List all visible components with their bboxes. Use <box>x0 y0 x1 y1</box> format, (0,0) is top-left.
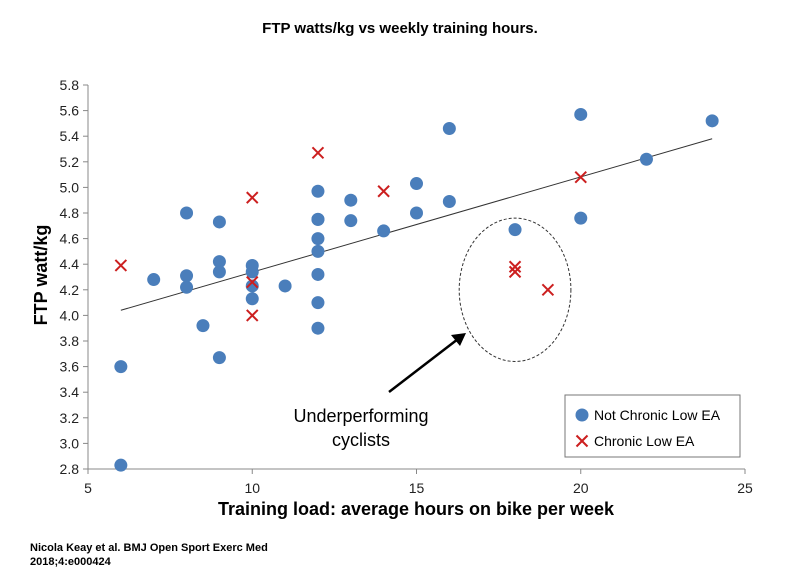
data-point-chronic-low-ea <box>311 146 325 160</box>
data-point-not-chronic-low-ea <box>196 319 210 333</box>
legend-label: Chronic Low EA <box>594 433 695 449</box>
legend-marker-chronic-low-ea <box>575 434 589 448</box>
y-tick-label: 5.4 <box>60 128 80 144</box>
data-point-not-chronic-low-ea <box>442 194 456 208</box>
data-point-chronic-low-ea <box>246 191 259 204</box>
data-point-not-chronic-low-ea <box>245 265 259 279</box>
data-point-not-chronic-low-ea <box>311 184 325 198</box>
data-point-not-chronic-low-ea <box>574 211 588 225</box>
data-point-not-chronic-low-ea <box>574 107 588 121</box>
data-point-chronic-low-ea <box>377 185 390 198</box>
y-tick-label: 4.0 <box>60 307 80 323</box>
y-tick-label: 5.6 <box>60 103 80 119</box>
data-point-not-chronic-low-ea <box>245 279 259 293</box>
x-tick-label: 15 <box>409 480 425 496</box>
data-point-not-chronic-low-ea <box>377 224 391 238</box>
y-axis-label: FTP watt/kg <box>31 225 51 326</box>
trend-line <box>120 138 713 311</box>
data-point-not-chronic-low-ea <box>410 206 423 220</box>
data-point-chronic-low-ea <box>246 309 259 322</box>
data-point-not-chronic-low-ea <box>212 351 226 365</box>
data-point-chronic-low-ea <box>574 170 587 184</box>
data-point-chronic-low-ea <box>508 260 522 273</box>
y-tick-label: 3.8 <box>60 333 80 349</box>
data-point-not-chronic-low-ea <box>278 279 292 293</box>
y-tick-label: 3.6 <box>60 359 80 375</box>
data-point-not-chronic-low-ea <box>180 280 194 294</box>
data-point-not-chronic-low-ea <box>311 321 325 335</box>
x-tick-label: 5 <box>84 480 92 496</box>
y-tick-label: 4.2 <box>60 282 80 298</box>
data-point-not-chronic-low-ea <box>180 269 194 283</box>
data-point-not-chronic-low-ea <box>508 223 522 237</box>
annotation-text: Underperforming <box>293 406 428 426</box>
data-point-chronic-low-ea <box>246 275 259 289</box>
annotation-arrowhead <box>451 333 466 346</box>
x-tick-label: 20 <box>573 480 589 496</box>
data-point-not-chronic-low-ea <box>114 458 128 472</box>
data-point-not-chronic-low-ea <box>311 212 325 226</box>
y-tick-label: 5.0 <box>60 179 80 195</box>
annotation-text: cyclists <box>332 430 390 450</box>
y-tick-label: 5.2 <box>60 154 80 170</box>
data-point-not-chronic-low-ea <box>410 177 423 191</box>
legend-box <box>564 394 741 458</box>
y-tick-label: 3.0 <box>60 435 80 451</box>
data-point-not-chronic-low-ea <box>180 206 194 220</box>
data-point-not-chronic-low-ea <box>639 152 653 166</box>
data-point-chronic-low-ea <box>114 259 128 272</box>
data-point-not-chronic-low-ea <box>311 267 325 281</box>
citation-line-2: 2018;4:e000424 <box>30 556 111 568</box>
data-point-not-chronic-low-ea <box>311 244 325 258</box>
data-point-not-chronic-low-ea <box>212 215 226 229</box>
data-point-not-chronic-low-ea <box>245 292 259 306</box>
data-point-not-chronic-low-ea <box>311 296 325 310</box>
data-point-not-chronic-low-ea <box>212 265 226 279</box>
data-point-not-chronic-low-ea <box>311 232 325 246</box>
y-tick-label: 2.8 <box>60 461 80 477</box>
data-point-not-chronic-low-ea <box>147 273 161 287</box>
data-point-not-chronic-low-ea <box>114 360 128 374</box>
data-point-not-chronic-low-ea <box>212 255 226 269</box>
data-point-chronic-low-ea <box>508 265 522 279</box>
legend-marker-not-chronic-low-ea <box>575 408 589 422</box>
annotation-arrow <box>388 338 459 393</box>
data-point-not-chronic-low-ea <box>442 122 456 136</box>
x-axis-label: Training load: average hours on bike per… <box>218 499 615 519</box>
citation-line-1: Nicola Keay et al. BMJ Open Sport Exerc … <box>30 542 268 554</box>
data-point-chronic-low-ea <box>541 283 555 297</box>
y-tick-label: 4.6 <box>60 231 80 247</box>
y-tick-label: 3.2 <box>60 410 80 426</box>
x-tick-label: 10 <box>244 480 260 496</box>
x-tick-label: 25 <box>737 480 753 496</box>
data-point-not-chronic-low-ea <box>344 214 358 228</box>
y-tick-label: 5.8 <box>60 77 80 93</box>
y-tick-label: 3.4 <box>60 384 80 400</box>
data-point-not-chronic-low-ea <box>705 114 719 128</box>
legend-label: Not Chronic Low EA <box>594 407 721 423</box>
underperforming-ellipse <box>458 217 572 362</box>
chart-title: FTP watts/kg vs weekly training hours. <box>262 20 538 37</box>
y-tick-label: 4.4 <box>60 256 80 272</box>
data-point-not-chronic-low-ea <box>344 193 358 207</box>
citation: Nicola Keay et al. BMJ Open Sport Exerc … <box>30 541 268 569</box>
y-tick-label: 4.8 <box>60 205 80 221</box>
